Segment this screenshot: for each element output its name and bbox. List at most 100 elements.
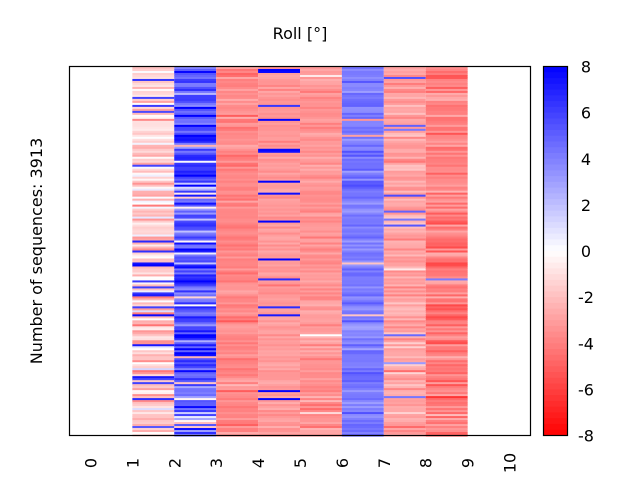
heatmap-cell (300, 240, 342, 244)
heatmap-cell (341, 332, 384, 335)
heatmap-cell (425, 352, 468, 355)
heatmap-cell (383, 216, 426, 220)
heatmap-cell (383, 146, 426, 150)
heatmap-cell (216, 204, 259, 208)
heatmap-cell (341, 162, 384, 166)
heatmap-cell (258, 308, 300, 311)
heatmap-cell (383, 294, 426, 297)
heatmap-cell (258, 248, 300, 252)
heatmap-cell (383, 382, 426, 385)
heatmap-cell (216, 208, 259, 212)
heatmap-cell (425, 192, 468, 196)
heatmap-cell (174, 274, 217, 278)
heatmap-cell (132, 416, 175, 419)
heatmap-cell (341, 292, 384, 295)
heatmap-cell (132, 428, 175, 431)
heatmap-cell (383, 424, 426, 427)
heatmap-cell (341, 394, 384, 397)
heatmap-cell (341, 140, 384, 144)
heatmap-cell (174, 416, 217, 419)
heatmap-cell (174, 270, 217, 274)
heatmap-cell (383, 320, 426, 323)
heatmap-cell (341, 384, 384, 387)
heatmap-cell (174, 260, 217, 264)
heatmap-cell (132, 384, 175, 387)
heatmap-cell (174, 306, 217, 309)
heatmap-cell (300, 250, 342, 254)
heatmap-cell (258, 72, 300, 76)
heatmap-cell (300, 176, 342, 180)
heatmap-cell (132, 398, 175, 401)
heatmap-cell (425, 126, 468, 130)
heatmap-cell (216, 240, 259, 244)
heatmap-cell (132, 388, 175, 391)
heatmap-cell (258, 432, 300, 435)
heatmap-cell (258, 346, 300, 349)
heatmap-cell (216, 416, 259, 419)
heatmap-cells (132, 67, 468, 437)
heatmap-cell (216, 86, 259, 90)
heatmap-cell (425, 110, 468, 114)
heatmap-cell (132, 294, 175, 297)
heatmap-cell (383, 108, 426, 112)
heatmap-cell (341, 142, 384, 146)
heatmap-cell (216, 114, 259, 118)
heatmap-cell (258, 390, 300, 393)
heatmap-cell (383, 404, 426, 407)
heatmap-cell (300, 168, 342, 172)
heatmap-cell (174, 382, 217, 385)
heatmap-cell (216, 168, 259, 172)
heatmap-cell (425, 144, 468, 148)
heatmap-cell (300, 342, 342, 345)
heatmap-cell (216, 430, 259, 433)
heatmap-cell (341, 130, 384, 134)
heatmap-cell (258, 212, 300, 216)
heatmap-cell (341, 422, 384, 425)
heatmap-cell (174, 114, 217, 118)
heatmap-cell (341, 106, 384, 110)
heatmap-cell (132, 206, 175, 210)
heatmap-cell (425, 134, 468, 138)
heatmap-cell (300, 252, 342, 256)
heatmap-cell (341, 96, 384, 100)
heatmap-cell (258, 268, 300, 272)
heatmap-cell (425, 302, 468, 305)
heatmap-cell (216, 308, 259, 311)
heatmap-cell (174, 390, 217, 393)
heatmap-cell (300, 202, 342, 206)
heatmap-cell (132, 432, 175, 435)
heatmap-cell (258, 364, 300, 367)
heatmap-cell (132, 190, 175, 194)
heatmap-cell (341, 318, 384, 321)
heatmap-cell (383, 358, 426, 361)
heatmap-cell (300, 406, 342, 409)
heatmap-cell (216, 184, 259, 188)
heatmap-cell (425, 414, 468, 417)
heatmap-cell (341, 212, 384, 216)
heatmap-cell (300, 246, 342, 250)
heatmap-cell (174, 432, 217, 435)
heatmap-cell (425, 424, 468, 427)
colorbar-segment (543, 147, 568, 154)
heatmap-cell (300, 332, 342, 335)
heatmap-cell (341, 192, 384, 196)
heatmap-cell (383, 370, 426, 373)
heatmap-cell (132, 226, 175, 230)
heatmap-cell (216, 396, 259, 399)
heatmap-cell (425, 264, 468, 268)
colorbar-segment (543, 337, 568, 344)
heatmap-cell (132, 120, 175, 124)
heatmap-cell (425, 410, 468, 413)
heatmap-cell (174, 348, 217, 351)
heatmap-cell (216, 108, 259, 112)
heatmap-cell (258, 332, 300, 335)
colorbar-segment (543, 377, 568, 385)
heatmap-cell (300, 272, 342, 276)
heatmap-cell (341, 230, 384, 234)
heatmap-cell (174, 394, 217, 397)
heatmap-cell (300, 286, 342, 289)
colorbar-frame (542, 65, 569, 437)
heatmap-cell (383, 244, 426, 248)
heatmap-cell (258, 370, 300, 373)
heatmap-cell (425, 392, 468, 395)
